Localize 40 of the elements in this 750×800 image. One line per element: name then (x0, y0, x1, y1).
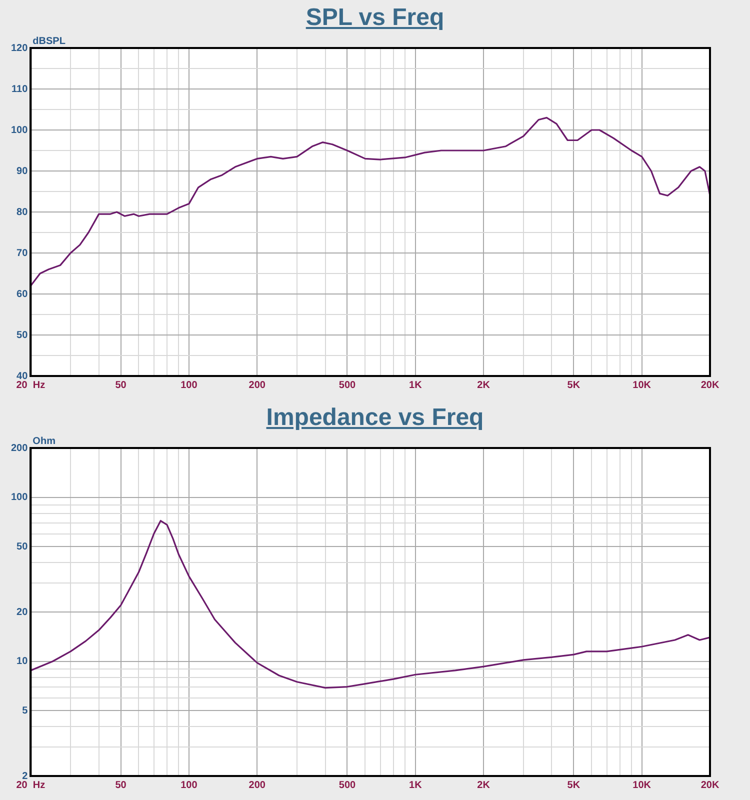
x-tick-label: 500 (338, 780, 356, 791)
y-tick-label: 70 (16, 248, 28, 259)
x-tick-label: 20K (700, 380, 720, 391)
y-tick-label: 40 (16, 370, 28, 382)
x-tick-label: 2K (477, 780, 491, 791)
x-tick-label: 10K (632, 780, 652, 791)
y-tick-label: 50 (16, 330, 28, 341)
y-tick-label: 2 (22, 770, 28, 782)
chart-title: Impedance vs Freq (265, 404, 485, 432)
chart-title: SPL vs Freq (304, 4, 446, 32)
x-tick-label: 20 Hz (16, 780, 46, 791)
x-tick-label: 5K (567, 380, 581, 391)
y-tick-label: 90 (16, 166, 28, 177)
x-tick-label: 100 (180, 780, 198, 791)
y-tick-label: 10 (16, 656, 28, 668)
x-tick-label: 1K (409, 380, 423, 391)
y-tick-label: 100 (10, 492, 28, 504)
y-tick-label: 50 (16, 541, 28, 552)
y-tick-label: 200 (10, 442, 28, 454)
x-tick-label: 50 (115, 780, 127, 791)
x-tick-label: 100 (180, 380, 198, 391)
x-tick-label: 20K (700, 780, 720, 791)
y-tick-label: 80 (16, 206, 28, 218)
x-tick-label: 500 (338, 380, 356, 391)
y-tick-label: 60 (16, 288, 28, 300)
x-tick-label: 5K (567, 780, 581, 791)
y-tick-label: 100 (10, 124, 28, 136)
x-tick-label: 50 (115, 380, 127, 391)
y-axis-title: dBSPL (32, 36, 66, 47)
x-tick-label: 20 Hz (16, 380, 46, 391)
x-tick-label: 2K (477, 380, 491, 391)
x-tick-label: 200 (248, 780, 266, 791)
x-tick-label: 10K (632, 380, 652, 391)
y-tick-label: 120 (10, 42, 28, 54)
y-tick-label: 20 (16, 606, 28, 618)
x-tick-label: 200 (248, 380, 266, 391)
y-axis-title: Ohm (32, 436, 56, 447)
y-tick-label: 110 (12, 84, 28, 95)
y-tick-label: 5 (22, 705, 28, 716)
x-tick-label: 1K (409, 780, 423, 791)
